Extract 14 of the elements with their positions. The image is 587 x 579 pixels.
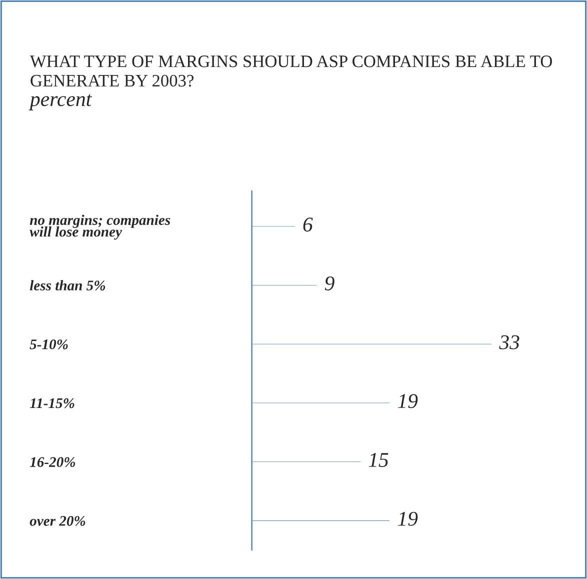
data-label: 33 [499, 335, 520, 350]
y-tick-label: 11-15% [30, 398, 74, 408]
data-label: 19 [398, 512, 418, 526]
y-tick-label: less than 5% [30, 280, 106, 290]
chart-title: WHAT TYPE OF MARGINS SHOULD ASP COMPANIES BE ABLE TO GENERATE BY 2003? [30, 56, 552, 87]
text: percent [28, 94, 92, 110]
data-label: 9 [324, 276, 334, 290]
data-label: 6 [303, 218, 313, 232]
y-tick-label: 16-20% [30, 457, 76, 468]
y-tick-label: over 20% [30, 516, 86, 526]
y-tick-label: no margins; companies will lose money [30, 214, 170, 240]
y-tick-label: 5-10% [30, 339, 68, 350]
data-label: 15 [368, 453, 388, 467]
data-label: 19 [398, 394, 418, 408]
